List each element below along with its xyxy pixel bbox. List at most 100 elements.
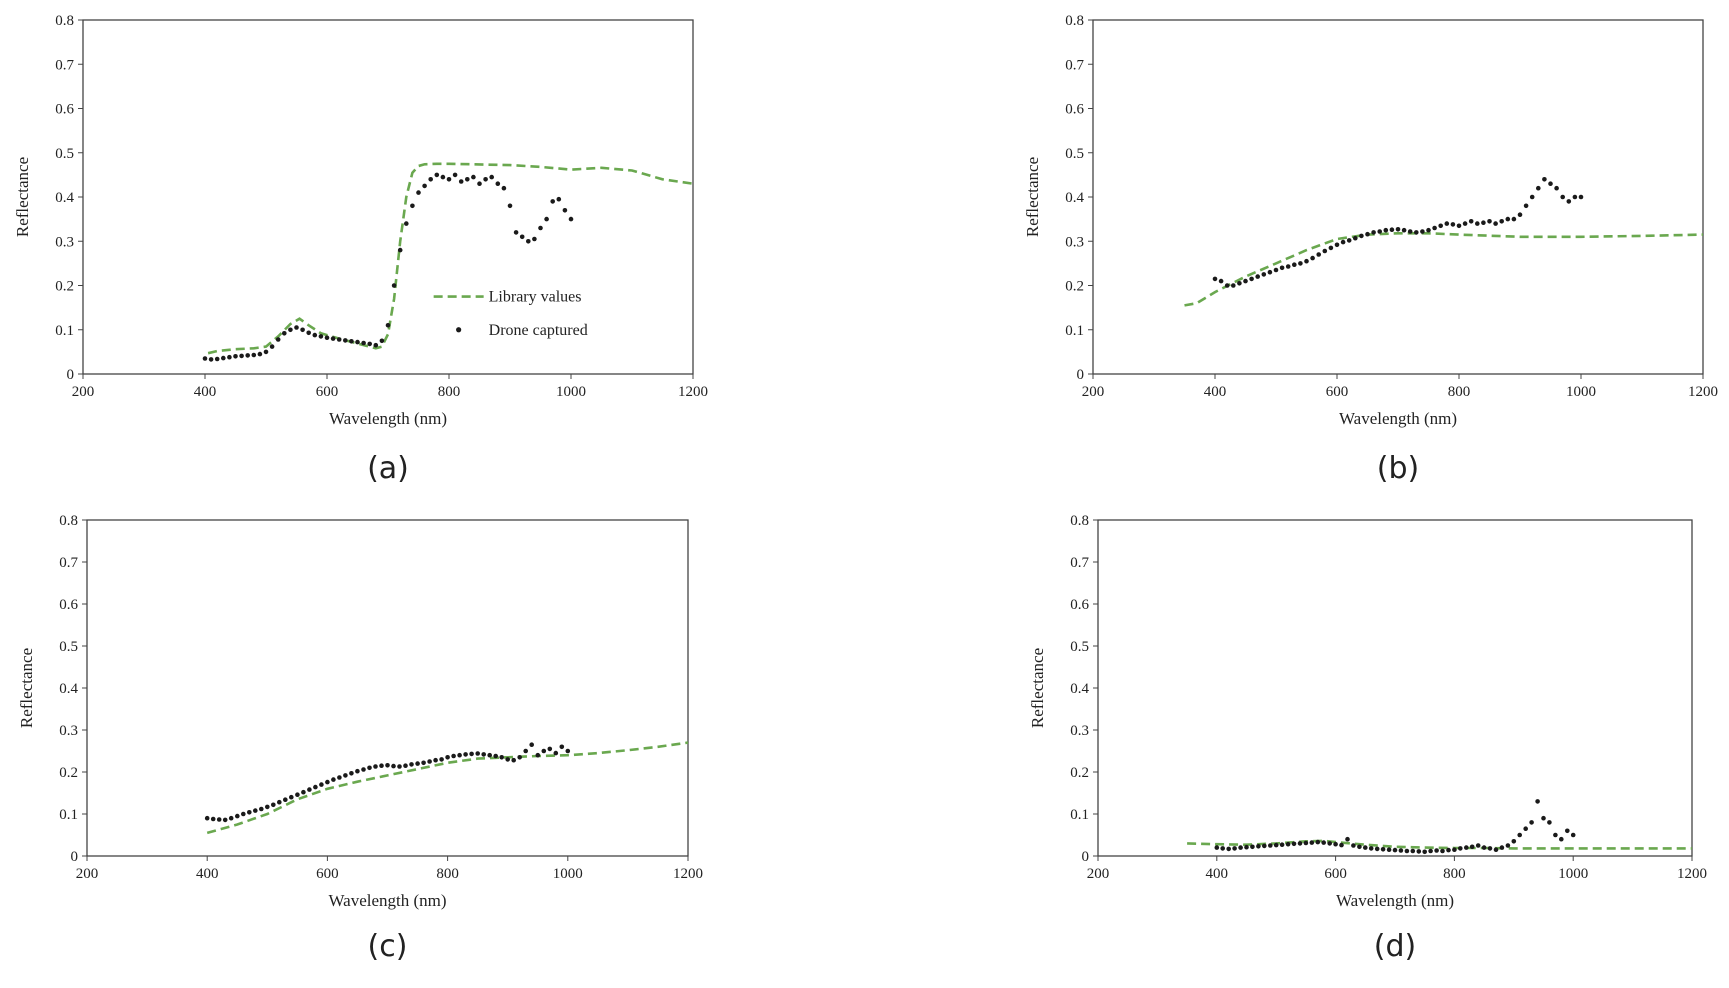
drone-captured-point: [1386, 847, 1392, 852]
drone-captured-point: [312, 332, 318, 338]
drone-captured-point: [1422, 849, 1427, 855]
drone-captured-point: [481, 752, 487, 757]
drone-captured-point: [415, 761, 420, 766]
x-tick-label: 400: [1204, 384, 1227, 400]
drone-captured-point: [465, 177, 470, 182]
y-tick-label: 0.2: [1065, 279, 1084, 295]
drone-captured-point: [222, 817, 228, 823]
y-tick-label: 0.2: [55, 279, 74, 295]
drone-captured-point: [1322, 248, 1328, 254]
drone-captured-point: [1273, 842, 1279, 848]
drone-captured-point: [1304, 258, 1309, 264]
drone-captured-point: [1464, 845, 1469, 850]
drone-captured-point: [1570, 832, 1576, 838]
drone-captured-point: [367, 765, 372, 771]
drone-captured-point: [269, 344, 275, 349]
drone-captured-point: [1357, 844, 1362, 850]
drone-captured-point: [553, 750, 559, 756]
drone-captured-point: [463, 752, 468, 757]
drone-captured-point: [1359, 233, 1364, 239]
drone-captured-point: [483, 177, 488, 182]
drone-captured-point: [1505, 216, 1511, 222]
drone-captured-point: [289, 794, 294, 800]
drone-captured-point: [1303, 840, 1309, 846]
drone-captured-point: [1565, 828, 1570, 834]
drone-captured-point: [550, 199, 555, 204]
library-values-line: [206, 741, 689, 835]
drone-captured-point: [1434, 848, 1439, 853]
drone-captured-point: [275, 337, 281, 342]
y-tick-label: 0.3: [1070, 723, 1089, 739]
drone-captured-point: [559, 744, 565, 750]
drone-captured-point: [1389, 227, 1395, 232]
drone-captured-point: [288, 327, 293, 333]
drone-captured-point: [547, 746, 553, 752]
drone-captured-point: [439, 757, 444, 762]
drone-captured-point: [1487, 846, 1493, 851]
drone-captured-point: [1432, 225, 1437, 231]
drone-captured-point: [1351, 843, 1356, 848]
drone-captured-point: [1250, 844, 1255, 850]
drone-captured-point: [1446, 847, 1451, 853]
y-tick-label: 0.2: [1070, 765, 1089, 781]
y-axis-title: Reflectance: [17, 648, 36, 728]
drone-captured-point: [1458, 846, 1463, 851]
x-tick-label: 400: [194, 384, 217, 400]
drone-captured-point: [1392, 847, 1398, 853]
drone-captured-point: [1267, 269, 1273, 275]
legend-drone-label: Drone captured: [489, 322, 588, 339]
x-axis-title: Wavelength (nm): [1339, 409, 1457, 428]
drone-captured-point: [445, 755, 450, 760]
y-axis-title: Reflectance: [1023, 157, 1042, 237]
drone-captured-point: [1333, 841, 1338, 847]
drone-captured-point: [337, 775, 342, 780]
drone-captured-point: [300, 327, 305, 333]
drone-captured-point: [511, 757, 516, 763]
drone-captured-point: [1572, 194, 1578, 200]
drone-captured-point: [477, 181, 482, 186]
panel-label: (d): [1374, 929, 1416, 964]
drone-captured-point: [422, 183, 427, 189]
drone-captured-point: [204, 815, 210, 821]
drone-captured-point: [221, 355, 226, 361]
x-tick-label: 200: [1082, 384, 1105, 400]
drone-captured-point: [538, 225, 543, 231]
drone-captured-point: [1255, 274, 1260, 279]
drone-captured-point: [1316, 252, 1321, 257]
y-tick-label: 0: [1077, 367, 1085, 383]
panel-label: (a): [367, 451, 409, 486]
drone-captured-point: [294, 325, 299, 330]
drone-captured-point: [313, 784, 318, 790]
x-tick-label: 400: [196, 866, 219, 882]
x-tick-label: 1000: [553, 866, 583, 882]
drone-captured-point: [216, 817, 222, 822]
drone-captured-point: [1232, 846, 1237, 851]
drone-captured-point: [1262, 843, 1267, 849]
drone-captured-point: [1297, 841, 1303, 846]
drone-captured-point: [507, 203, 513, 209]
drone-captured-point: [336, 337, 342, 342]
plot-frame: [82, 19, 694, 375]
drone-captured-point: [1410, 848, 1416, 854]
drone-captured-point: [331, 777, 336, 782]
drone-captured-point: [440, 174, 446, 180]
drone-captured-point: [343, 773, 348, 778]
x-tick-label: 200: [1087, 866, 1110, 882]
drone-captured-point: [565, 748, 571, 754]
x-axis-title: Wavelength (nm): [1336, 891, 1454, 910]
x-tick-label: 200: [76, 866, 99, 882]
drone-captured-point: [1298, 261, 1303, 266]
drone-captured-point: [367, 341, 373, 347]
drone-captured-point: [421, 760, 426, 766]
x-tick-label: 1000: [556, 384, 586, 400]
chart-panel-d: 0 0.1 0.2 0.3 0.4 0.5 0.6 0.7 0.8 200 400 600 800 100…: [1028, 513, 1707, 964]
drone-captured-point: [1529, 820, 1534, 825]
drone-captured-point: [1285, 264, 1291, 269]
drone-captured-point: [568, 216, 574, 222]
drone-captured-point: [361, 767, 366, 772]
drone-captured-point: [457, 752, 462, 758]
drone-captured-point: [1395, 227, 1401, 232]
drone-captured-point: [1380, 847, 1386, 852]
drone-captured-point: [541, 748, 547, 754]
